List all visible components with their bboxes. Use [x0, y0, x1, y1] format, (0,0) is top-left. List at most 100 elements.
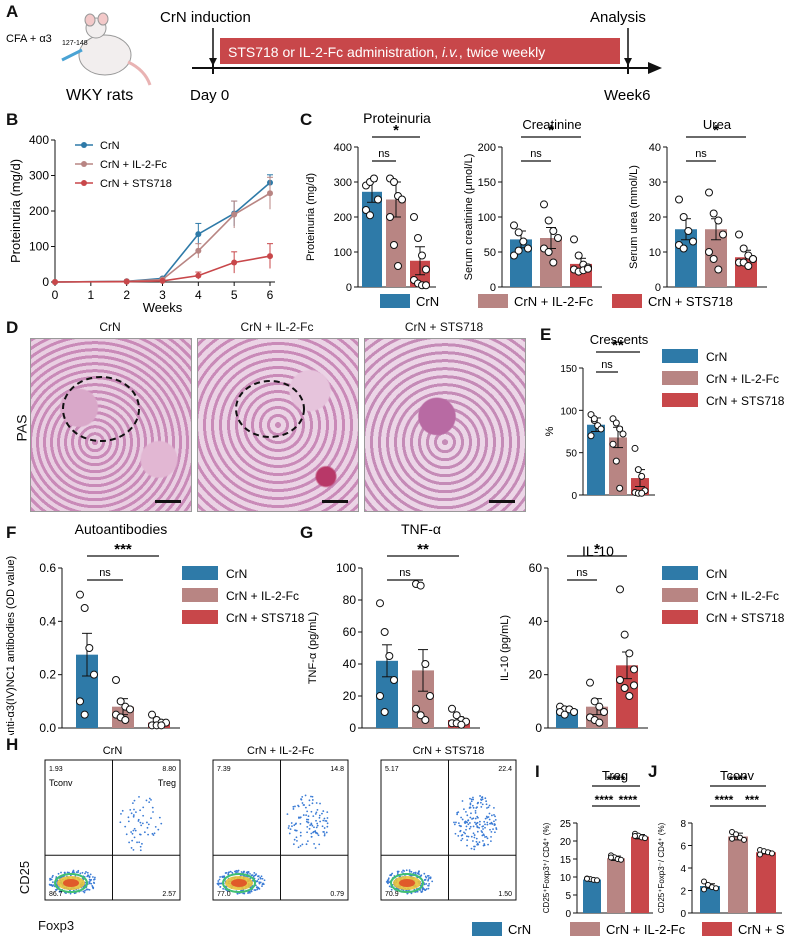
x-tick-label: 5 [231, 288, 238, 302]
y-tick-label: 60 [529, 561, 543, 575]
flow-event [475, 837, 478, 840]
flow-event [304, 806, 307, 809]
flow-event [319, 802, 321, 805]
flow-event [326, 825, 329, 828]
flow-event [79, 872, 82, 875]
data-point [76, 697, 84, 706]
data-point [733, 831, 739, 838]
data-point [679, 213, 688, 221]
flow-event [391, 872, 394, 875]
flow-event [326, 817, 329, 819]
data-point [398, 195, 406, 204]
flow-event [296, 839, 298, 842]
data-point [544, 248, 553, 256]
flow-event [486, 807, 488, 809]
y-tick-label: 0 [346, 282, 352, 294]
flow-event [58, 890, 61, 893]
flow-event [487, 843, 489, 846]
legend-swatch-0 [380, 294, 410, 308]
legend-swatch-1 [662, 588, 698, 602]
legend-swatch-1 [478, 294, 508, 308]
flow-event [119, 821, 122, 824]
flow-event [63, 871, 66, 874]
flow-event [492, 828, 494, 831]
flow-event [305, 818, 308, 821]
flow-event [151, 806, 154, 809]
chart-b-proteinuria-timecourse: 0 100 200 300 400 0 1 2 3 4 5 6 Weeks Proteinuria (mg… [8, 133, 275, 315]
data-point [85, 644, 94, 652]
flow-event [408, 870, 411, 873]
data-point [620, 630, 629, 639]
data-point [609, 440, 617, 448]
flow-event [133, 836, 136, 839]
chart-g-il10: IL-10 0 20 40 60 IL-10 (pg/mL) ns * [499, 541, 648, 735]
quadrant-value: 14.8 [330, 766, 344, 773]
flow-event [311, 824, 314, 827]
flow-event [387, 882, 389, 885]
flow-event [141, 822, 144, 825]
y-tick-label: 5 [565, 891, 571, 902]
flow-event [473, 836, 476, 839]
data-point [510, 251, 518, 260]
data-point [380, 628, 389, 636]
data-point [719, 230, 727, 239]
flow-density [231, 879, 247, 887]
flow-event [139, 849, 142, 852]
flow-event [302, 814, 305, 816]
flow-event [286, 813, 289, 816]
legend-label: CrN + STS718 [706, 394, 785, 408]
panel-label-f: F [6, 523, 17, 542]
flow-event [83, 891, 86, 894]
y-tick-label: 150 [478, 177, 496, 189]
flow-event [479, 795, 481, 797]
flow-event [428, 882, 431, 885]
flow-event [314, 813, 317, 815]
data-point [231, 211, 238, 218]
flow-event [470, 847, 473, 850]
data-point [769, 850, 775, 857]
flow-event [427, 874, 430, 877]
flow-event [222, 875, 225, 878]
flow-event [410, 870, 413, 873]
flow-event [137, 818, 140, 821]
flow-event [469, 806, 471, 809]
flow-event [321, 825, 324, 828]
flow-event [218, 878, 221, 881]
flow-event [482, 839, 484, 842]
data-point [385, 652, 394, 660]
bar-2 [756, 852, 776, 913]
flow-event [474, 821, 476, 824]
x-tick-label: 1 [87, 288, 94, 302]
legend-swatch-0 [662, 566, 698, 580]
flow-event [308, 827, 311, 830]
flow-event [306, 825, 309, 828]
legend-label: CrN [226, 567, 247, 581]
flow-event [301, 802, 304, 804]
tissue-title-sts: CrN + STS718 [404, 320, 484, 334]
flow-event [130, 847, 133, 849]
flow-event [217, 880, 220, 882]
flow-event [243, 870, 245, 873]
flow-event [308, 804, 311, 807]
data-point [414, 234, 422, 242]
legend-swatch-2 [662, 610, 698, 624]
data-point [157, 721, 166, 730]
data-point [701, 878, 707, 885]
flow-event [250, 874, 253, 877]
sig-label: * [594, 541, 600, 558]
y-tick-label: 0 [655, 282, 661, 294]
flow-event [466, 839, 469, 842]
quadrant-label: Treg [158, 778, 176, 788]
flow-event [139, 833, 141, 836]
data-point [705, 248, 713, 256]
flow-event [482, 828, 484, 830]
data-point [705, 188, 713, 197]
quadrant-value: 0.79 [330, 891, 344, 898]
y-tick-label: 0 [565, 909, 571, 920]
data-point [52, 279, 58, 285]
legend-swatch-1 [662, 371, 698, 385]
flow-event [475, 807, 478, 809]
flow-event [234, 870, 236, 873]
flow-event [465, 821, 468, 823]
sig-label: * [393, 122, 399, 139]
